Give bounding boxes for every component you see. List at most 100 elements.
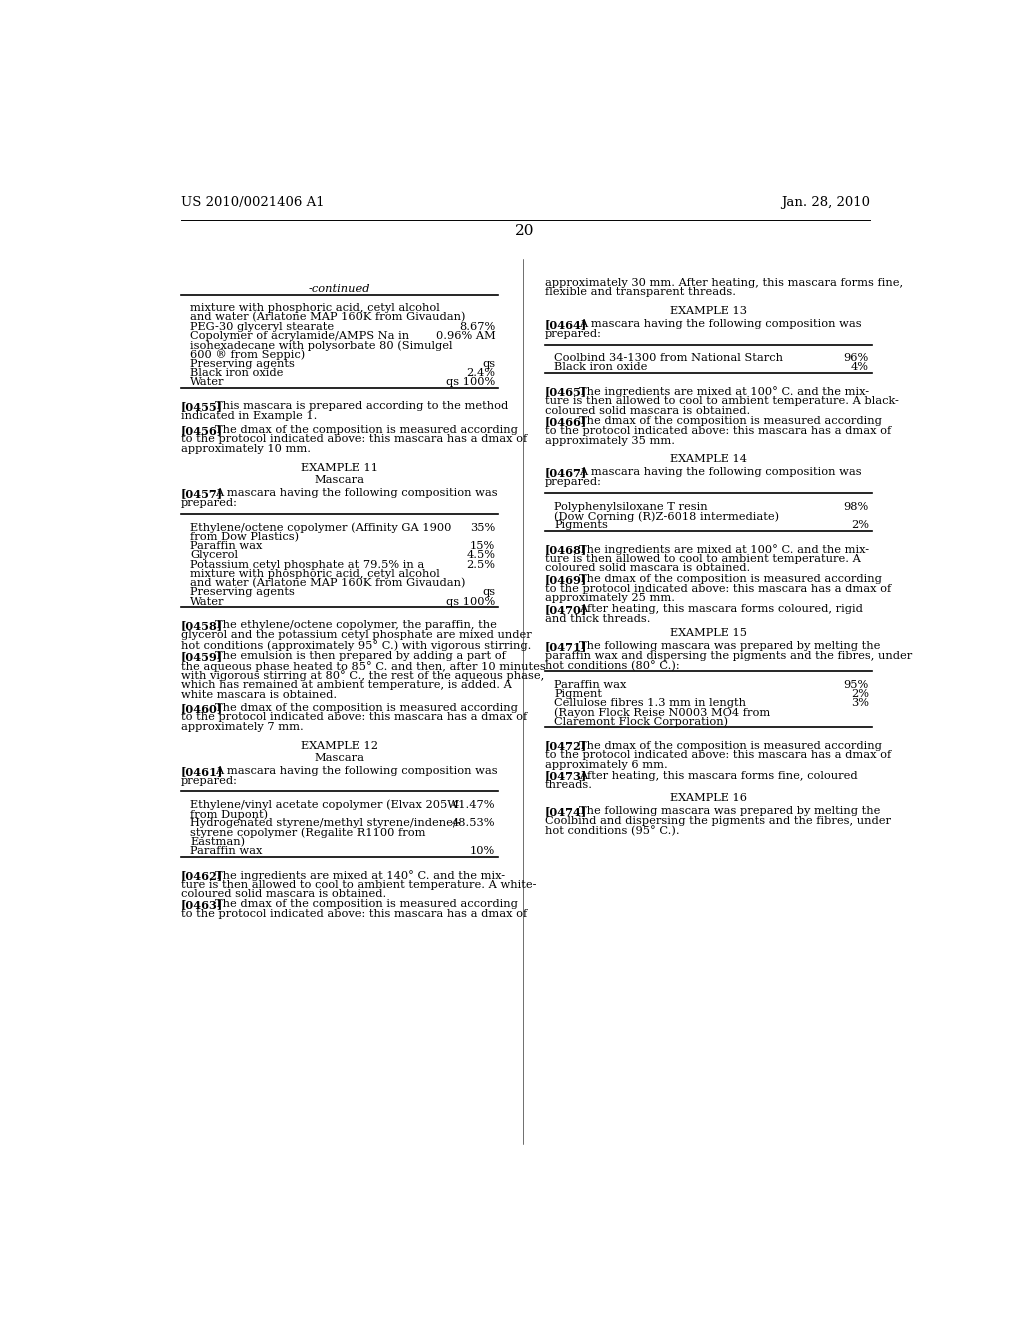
Text: Mascara: Mascara (314, 752, 365, 763)
Text: Hydrogenated styrene/methyl styrene/indene/-: Hydrogenated styrene/methyl styrene/inde… (190, 818, 461, 828)
Text: [0474]: [0474] (545, 807, 587, 817)
Text: to the protocol indicated above: this mascara has a dmax of: to the protocol indicated above: this ma… (180, 908, 527, 919)
Text: EXAMPLE 13: EXAMPLE 13 (670, 306, 746, 317)
Text: hot conditions (95° C.).: hot conditions (95° C.). (545, 825, 680, 836)
Text: Preserving agents: Preserving agents (190, 587, 295, 597)
Text: EXAMPLE 12: EXAMPLE 12 (301, 742, 378, 751)
Text: 0.96% AM: 0.96% AM (435, 331, 496, 341)
Text: [0462]: [0462] (180, 870, 223, 880)
Text: The dmax of the composition is measured according: The dmax of the composition is measured … (579, 416, 882, 426)
Text: [0458]: [0458] (180, 620, 223, 631)
Text: This mascara is prepared according to the method: This mascara is prepared according to th… (215, 401, 508, 411)
Text: qs 100%: qs 100% (446, 597, 496, 606)
Text: After heating, this mascara forms fine, coloured: After heating, this mascara forms fine, … (579, 771, 858, 780)
Text: with vigorous stirring at 80° C., the rest of the aqueous phase,: with vigorous stirring at 80° C., the re… (180, 671, 544, 681)
Text: mixture with phosphoric acid, cetyl alcohol: mixture with phosphoric acid, cetyl alco… (190, 304, 439, 313)
Text: [0468]: [0468] (545, 544, 587, 556)
Text: indicated in Example 1.: indicated in Example 1. (180, 411, 317, 421)
Text: 2.4%: 2.4% (466, 368, 496, 378)
Text: The dmax of the composition is measured according: The dmax of the composition is measured … (215, 899, 518, 909)
Text: glycerol and the potassium cetyl phosphate are mixed under: glycerol and the potassium cetyl phospha… (180, 630, 531, 640)
Text: Water: Water (190, 597, 224, 606)
Text: [0457]: [0457] (180, 488, 223, 499)
Text: [0469]: [0469] (545, 574, 587, 585)
Text: The following mascara was prepared by melting the: The following mascara was prepared by me… (579, 807, 881, 816)
Text: approximately 10 mm.: approximately 10 mm. (180, 444, 310, 454)
Text: 2%: 2% (851, 689, 869, 698)
Text: The dmax of the composition is measured according: The dmax of the composition is measured … (579, 741, 882, 751)
Text: to the protocol indicated above: this mascara has a dmax of: to the protocol indicated above: this ma… (545, 426, 891, 436)
Text: [0465]: [0465] (545, 387, 587, 397)
Text: Paraffin wax: Paraffin wax (554, 680, 627, 689)
Text: Black iron oxide: Black iron oxide (190, 368, 284, 378)
Text: 95%: 95% (844, 680, 869, 689)
Text: coloured solid mascara is obtained.: coloured solid mascara is obtained. (545, 564, 751, 573)
Text: the aqueous phase heated to 85° C. and then, after 10 minutes: the aqueous phase heated to 85° C. and t… (180, 661, 546, 672)
Text: to the protocol indicated above: this mascara has a dmax of: to the protocol indicated above: this ma… (545, 583, 891, 594)
Text: Paraffin wax: Paraffin wax (190, 846, 262, 855)
Text: 35%: 35% (470, 523, 496, 532)
Text: The ingredients are mixed at 100° C. and the mix-: The ingredients are mixed at 100° C. and… (579, 544, 869, 554)
Text: prepared:: prepared: (545, 329, 602, 339)
Text: The ethylene/octene copolymer, the paraffin, the: The ethylene/octene copolymer, the paraf… (215, 620, 497, 631)
Text: Paraffin wax: Paraffin wax (190, 541, 262, 550)
Text: hot conditions (approximately 95° C.) with vigorous stirring.: hot conditions (approximately 95° C.) wi… (180, 640, 531, 651)
Text: which has remained at ambient temperature, is added. A: which has remained at ambient temperatur… (180, 680, 512, 690)
Text: [0471]: [0471] (545, 642, 588, 652)
Text: from Dupont): from Dupont) (190, 809, 268, 820)
Text: EXAMPLE 16: EXAMPLE 16 (670, 793, 746, 803)
Text: flexible and transparent threads.: flexible and transparent threads. (545, 288, 736, 297)
Text: The emulsion is then prepared by adding a part of: The emulsion is then prepared by adding … (215, 651, 506, 661)
Text: ture is then allowed to cool to ambient temperature. A black-: ture is then allowed to cool to ambient … (545, 396, 899, 407)
Text: Claremont Flock Corporation): Claremont Flock Corporation) (554, 717, 728, 727)
Text: 2%: 2% (851, 520, 869, 531)
Text: 3%: 3% (851, 698, 869, 708)
Text: Mascara: Mascara (314, 475, 365, 484)
Text: hot conditions (80° C.):: hot conditions (80° C.): (545, 660, 680, 671)
Text: [0461]: [0461] (180, 766, 223, 777)
Text: and water (Arlatone MAP 160K from Givaudan): and water (Arlatone MAP 160K from Givaud… (190, 313, 466, 322)
Text: PEG-30 glyceryl stearate: PEG-30 glyceryl stearate (190, 322, 334, 331)
Text: to the protocol indicated above: this mascara has a dmax of: to the protocol indicated above: this ma… (180, 713, 527, 722)
Text: isohexadecane with polysorbate 80 (Simulgel: isohexadecane with polysorbate 80 (Simul… (190, 341, 453, 351)
Text: -continued: -continued (309, 284, 371, 294)
Text: qs 100%: qs 100% (446, 378, 496, 387)
Text: mixture with phosphoric acid, cetyl alcohol: mixture with phosphoric acid, cetyl alco… (190, 569, 439, 578)
Text: and water (Arlatone MAP 160K from Givaudan): and water (Arlatone MAP 160K from Givaud… (190, 578, 466, 589)
Text: The ingredients are mixed at 100° C. and the mix-: The ingredients are mixed at 100° C. and… (579, 387, 869, 397)
Text: The ingredients are mixed at 140° C. and the mix-: The ingredients are mixed at 140° C. and… (215, 870, 505, 880)
Text: A mascara having the following composition was: A mascara having the following compositi… (215, 766, 498, 776)
Text: 48.53%: 48.53% (452, 818, 496, 828)
Text: and thick threads.: and thick threads. (545, 614, 650, 624)
Text: [0459]: [0459] (180, 651, 223, 663)
Text: (Rayon Flock Reise N0003 MO4 from: (Rayon Flock Reise N0003 MO4 from (554, 708, 770, 718)
Text: Coolbind and dispersing the pigments and the fibres, under: Coolbind and dispersing the pigments and… (545, 816, 891, 825)
Text: [0466]: [0466] (545, 416, 587, 428)
Text: A mascara having the following composition was: A mascara having the following compositi… (579, 467, 861, 477)
Text: coloured solid mascara is obtained.: coloured solid mascara is obtained. (180, 890, 386, 899)
Text: Ethylene/vinyl acetate copolymer (Elvax 205W: Ethylene/vinyl acetate copolymer (Elvax … (190, 800, 459, 810)
Text: to the protocol indicated above: this mascara has a dmax of: to the protocol indicated above: this ma… (180, 434, 527, 445)
Text: 96%: 96% (844, 354, 869, 363)
Text: approximately 30 mm. After heating, this mascara forms fine,: approximately 30 mm. After heating, this… (545, 277, 903, 288)
Text: coloured solid mascara is obtained.: coloured solid mascara is obtained. (545, 405, 751, 416)
Text: approximately 7 mm.: approximately 7 mm. (180, 722, 303, 733)
Text: [0464]: [0464] (545, 319, 587, 330)
Text: 2.5%: 2.5% (466, 560, 496, 569)
Text: [0472]: [0472] (545, 741, 587, 751)
Text: from Dow Plastics): from Dow Plastics) (190, 532, 299, 543)
Text: Black iron oxide: Black iron oxide (554, 363, 647, 372)
Text: [0463]: [0463] (180, 899, 223, 911)
Text: 600 ® from Seppic): 600 ® from Seppic) (190, 350, 305, 360)
Text: [0473]: [0473] (545, 771, 587, 781)
Text: Copolymer of acrylamide/AMPS Na in: Copolymer of acrylamide/AMPS Na in (190, 331, 410, 341)
Text: prepared:: prepared: (180, 498, 238, 508)
Text: approximately 35 mm.: approximately 35 mm. (545, 436, 675, 446)
Text: approximately 6 mm.: approximately 6 mm. (545, 760, 668, 770)
Text: Coolbind 34-1300 from National Starch: Coolbind 34-1300 from National Starch (554, 354, 783, 363)
Text: 20: 20 (515, 224, 535, 239)
Text: [0470]: [0470] (545, 605, 587, 615)
Text: approximately 25 mm.: approximately 25 mm. (545, 594, 675, 603)
Text: 8.67%: 8.67% (459, 322, 496, 331)
Text: [0467]: [0467] (545, 467, 587, 478)
